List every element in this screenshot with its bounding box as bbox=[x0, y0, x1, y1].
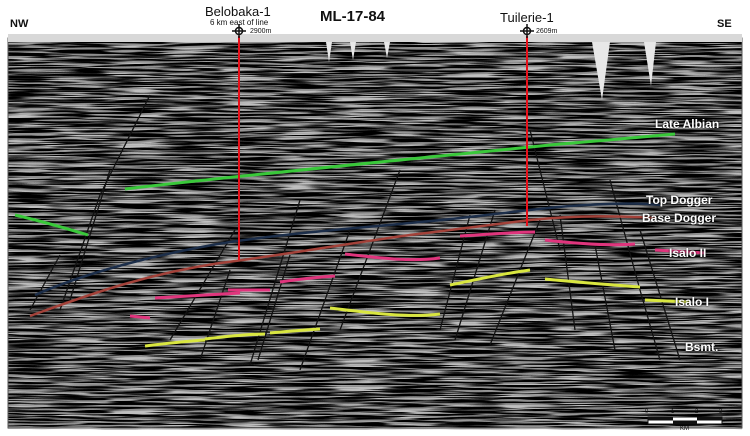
horizon-label: Top Dogger bbox=[646, 193, 713, 207]
horizon-label: Isalo II bbox=[669, 246, 707, 260]
horizon-isalo-ii bbox=[129, 230, 706, 320]
horizon-top-dogger bbox=[34, 202, 661, 297]
direction-se: SE bbox=[717, 18, 732, 30]
well-symbol-icon bbox=[520, 24, 534, 38]
horizon-label: Late Albian bbox=[655, 117, 720, 131]
well-name: Tuilerie-1 bbox=[500, 10, 554, 25]
well-name: Belobaka-1 bbox=[205, 4, 271, 19]
horizon-label: Base Dogger bbox=[642, 211, 717, 225]
shallow-gaps bbox=[326, 42, 656, 100]
direction-nw: NW bbox=[10, 18, 29, 30]
scale-tick: 1 bbox=[671, 409, 675, 415]
horizon-base-dogger bbox=[29, 215, 656, 318]
scale-tick: 0 bbox=[645, 409, 649, 415]
well-depth: 2900m bbox=[250, 28, 272, 35]
header-strip bbox=[8, 34, 742, 42]
well-symbol-icon bbox=[232, 24, 246, 38]
well-depth: 2609m bbox=[536, 28, 558, 35]
page-title: ML-17-84 bbox=[320, 8, 386, 25]
scale-tick: 3 bbox=[719, 409, 723, 415]
scale-unit: KM bbox=[680, 426, 689, 432]
horizon-label: Isalo I bbox=[675, 295, 710, 309]
scale-tick: 2 bbox=[695, 409, 699, 415]
well-note: 6 km east of line bbox=[210, 18, 269, 27]
horizon-late-albian bbox=[14, 132, 676, 237]
horizon-label: Bsmt. bbox=[685, 340, 719, 354]
horizon-isalo-i bbox=[144, 268, 691, 348]
seismic-texture bbox=[8, 38, 742, 430]
scale-bar-graphic bbox=[647, 416, 723, 425]
fault-lines bbox=[29, 94, 681, 371]
